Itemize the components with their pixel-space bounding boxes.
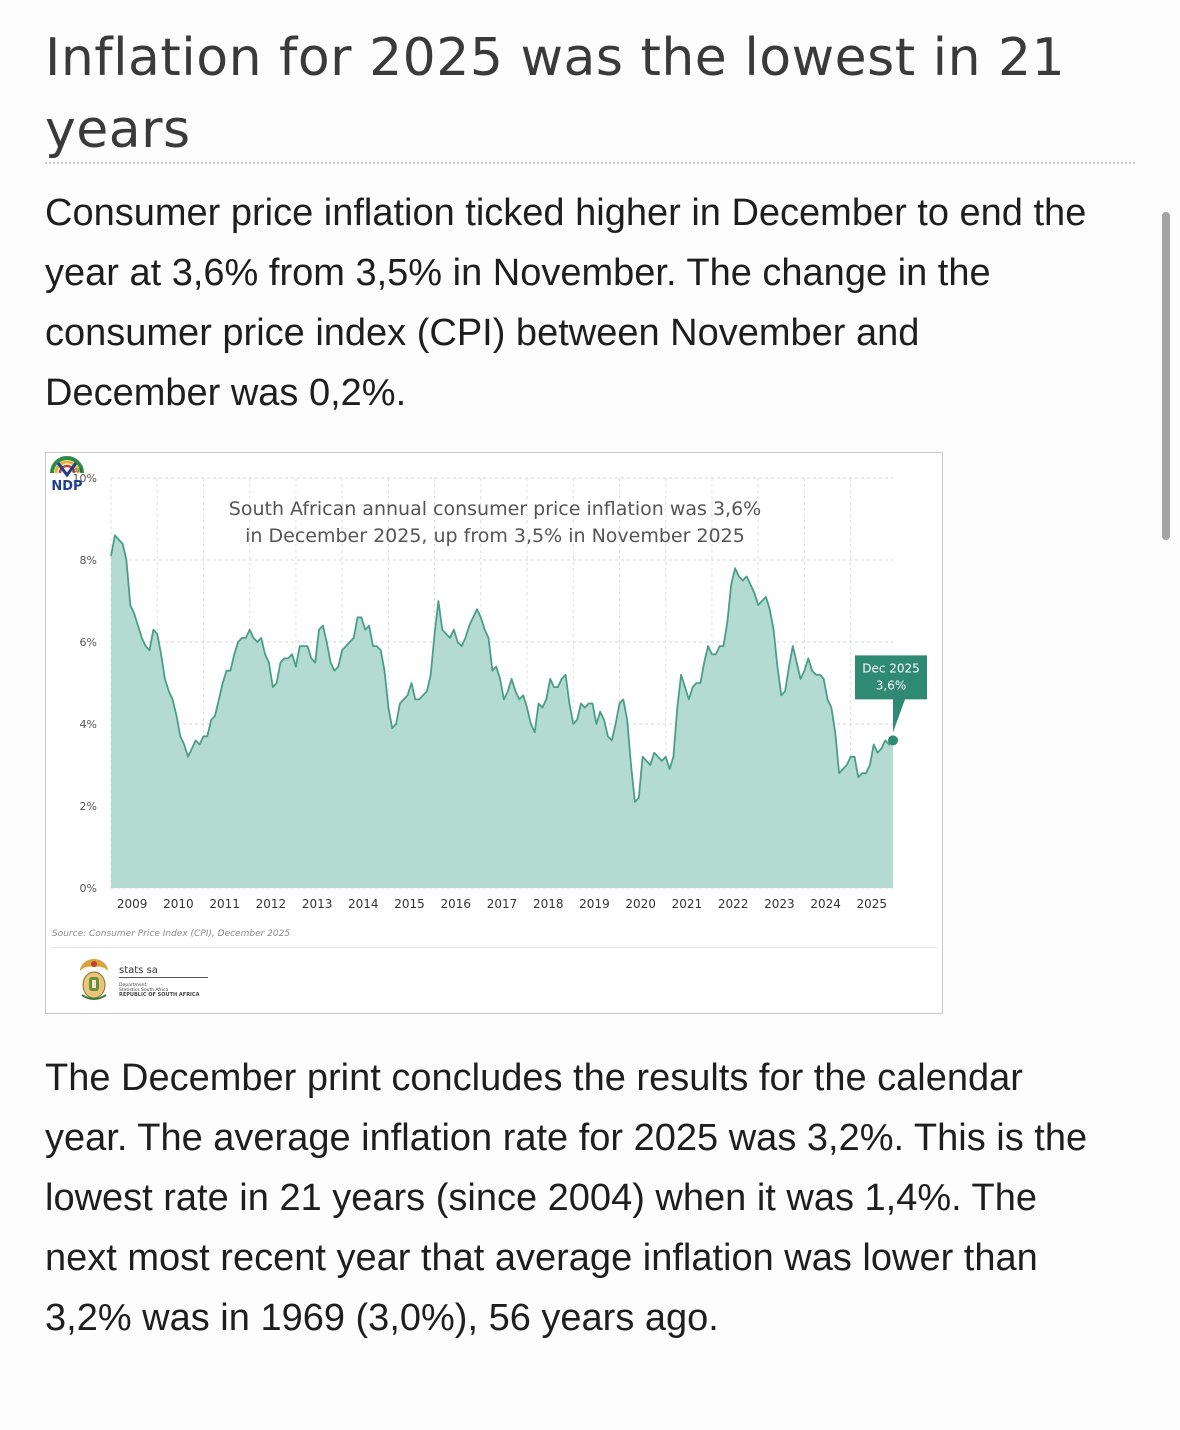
chart-title: South African annual consumer price infl… — [229, 498, 761, 520]
x-tick-label: 2009 — [117, 897, 148, 911]
x-tick-label: 2021 — [672, 897, 703, 911]
x-tick-label: 2022 — [718, 897, 749, 911]
stats-sa-wordmark: stats sa — [119, 965, 208, 978]
y-tick-label: 8% — [80, 554, 97, 567]
y-tick-label: 2% — [80, 800, 97, 813]
stats-sa-department-text: Department: Statistics South Africa REPU… — [119, 983, 200, 998]
x-tick-label: 2012 — [256, 897, 287, 911]
ndp-label: NDP — [51, 479, 82, 493]
x-tick-label: 2015 — [394, 897, 425, 911]
intro-paragraph: Consumer price inflation ticked higher i… — [45, 192, 1087, 414]
y-tick-label: 0% — [80, 882, 97, 895]
x-tick-label: 2017 — [487, 897, 518, 911]
body-paragraph: The December print concludes the results… — [45, 1057, 1088, 1339]
x-tick-label: 2020 — [625, 897, 656, 911]
ndp-logo-icon: 2030 NDP — [50, 456, 84, 493]
x-tick-label: 2018 — [533, 897, 564, 911]
y-tick-label: 6% — [80, 636, 97, 649]
coat-of-arms-icon — [80, 959, 108, 1000]
cpi-series-line — [110, 534, 894, 803]
ndp-small-label: 2030 — [72, 468, 83, 473]
y-tick-label: 4% — [80, 718, 97, 731]
figure-footer-divider — [51, 947, 937, 948]
callout-box — [855, 655, 927, 733]
x-tick-label: 2025 — [857, 897, 888, 911]
callout-date-label: Dec 2025 — [862, 661, 920, 675]
cpi-chart-figure: 0% 2% 4% 6% 8% 10% 2009 2010 2011 2012 2013 2014 201… — [45, 452, 943, 1014]
x-tick-label: 2010 — [163, 897, 194, 911]
latest-value-callout: Dec 2025 3,6% — [855, 655, 927, 746]
x-tick-label: 2011 — [209, 897, 240, 911]
headline-divider — [45, 162, 1135, 164]
chart-source-note: Source: Consumer Price Index (CPI), Dece… — [52, 929, 291, 939]
chart-series — [110, 534, 894, 888]
page-scrollbar[interactable] — [1162, 212, 1170, 540]
x-tick-label: 2013 — [302, 897, 333, 911]
x-tick-label: 2019 — [579, 897, 610, 911]
y-tick-label: 10% — [73, 472, 97, 485]
cpi-area-chart: 0% 2% 4% 6% 8% 10% 2009 2010 2011 2012 2013 2014 201… — [73, 472, 927, 911]
callout-value-label: 3,6% — [876, 678, 907, 692]
chart-axes: 0% 2% 4% 6% 8% 10% 2009 2010 2011 2012 2013 2014 201… — [73, 472, 888, 911]
x-tick-label: 2023 — [764, 897, 795, 911]
latest-point-marker — [888, 735, 898, 746]
x-tick-label: 2024 — [810, 897, 841, 911]
cpi-area-fill — [111, 535, 893, 888]
x-tick-label: 2016 — [440, 897, 471, 911]
article-headline: Inflation for 2025 was the lowest in 21 … — [45, 28, 1066, 160]
x-tick-label: 2014 — [348, 897, 379, 911]
chart-subtitle: in December 2025, up from 3,5% in Novemb… — [245, 525, 745, 547]
stats-sa-logo: stats sa Department: Statistics South Af… — [76, 955, 276, 1007]
